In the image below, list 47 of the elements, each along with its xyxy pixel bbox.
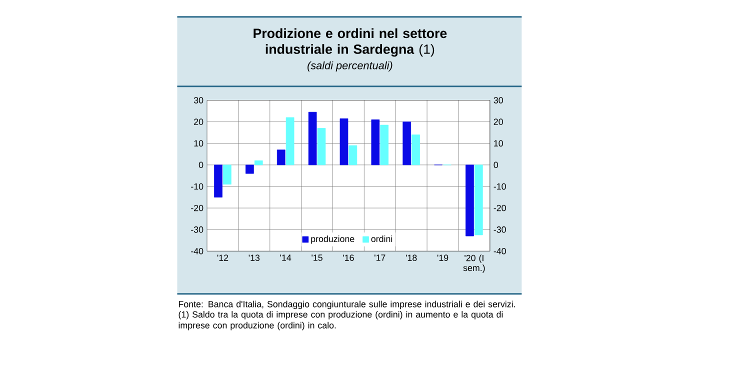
bar — [380, 124, 389, 165]
bar — [223, 164, 232, 184]
y2-tick-label: 20 — [494, 118, 503, 125]
bar — [286, 117, 294, 165]
x-tick-label: '18 — [406, 254, 417, 261]
text: (1) Saldo tra la quota di imprese con produzione (ordini) in aumento e la quota di imprese con produzione (ordini) in calo. — [178, 310, 503, 330]
bar — [246, 164, 254, 174]
bar — [466, 164, 474, 236]
y2-tick-label: 30 — [494, 96, 503, 104]
bar — [348, 145, 358, 165]
bar — [412, 134, 420, 165]
x-tick-label: '17 — [374, 254, 386, 261]
bar — [276, 149, 286, 165]
y-tick-label: 30 — [194, 96, 204, 104]
x-tick-label: '16 — [343, 254, 354, 261]
y2-tick-label: -20 — [494, 204, 506, 212]
bar — [402, 121, 412, 165]
bar — [308, 112, 317, 165]
x-tick-label: '12 — [217, 254, 228, 261]
y-tick-label: -10 — [191, 183, 204, 190]
chart-subtitle: (saldi percentuali) — [308, 61, 392, 72]
y-tick-label: 0 — [198, 162, 204, 168]
y2-tick-label: -40 — [494, 248, 506, 254]
legend-label: ordini — [371, 235, 392, 242]
x-tick-label: '20 (I sem.) — [463, 254, 485, 273]
bar — [371, 119, 380, 165]
y2-tick-label: -30 — [494, 226, 506, 233]
source-note: Fonte: Banca d'Italia, Sondaggio congiunturale sulle imprese industriali e dei servizi. — [178, 300, 515, 309]
x-tick-label: '14 — [280, 254, 292, 261]
bar — [474, 164, 483, 236]
chart-title: Prodizione e ordini nel settore industriale in Sardegna (1) — [254, 28, 447, 56]
legend-label: produzione — [311, 235, 354, 244]
y2-tick-label: 10 — [494, 140, 503, 146]
x-tick-label: '19 — [437, 254, 448, 261]
x-tick-label: '13 — [248, 254, 260, 261]
y-tick-label: 10 — [194, 140, 204, 146]
y-tick-label: -40 — [191, 248, 204, 254]
bar — [340, 118, 348, 165]
bar — [317, 128, 326, 165]
y2-tick-label: -10 — [494, 183, 506, 190]
x-tick-label: '15 — [312, 254, 322, 261]
y-tick-label: 20 — [194, 118, 204, 125]
y2-tick-label: 0 — [494, 162, 498, 168]
y-tick-label: -20 — [191, 204, 204, 212]
y-tick-label: -30 — [191, 226, 204, 233]
bar — [254, 160, 263, 165]
bar — [214, 164, 222, 198]
